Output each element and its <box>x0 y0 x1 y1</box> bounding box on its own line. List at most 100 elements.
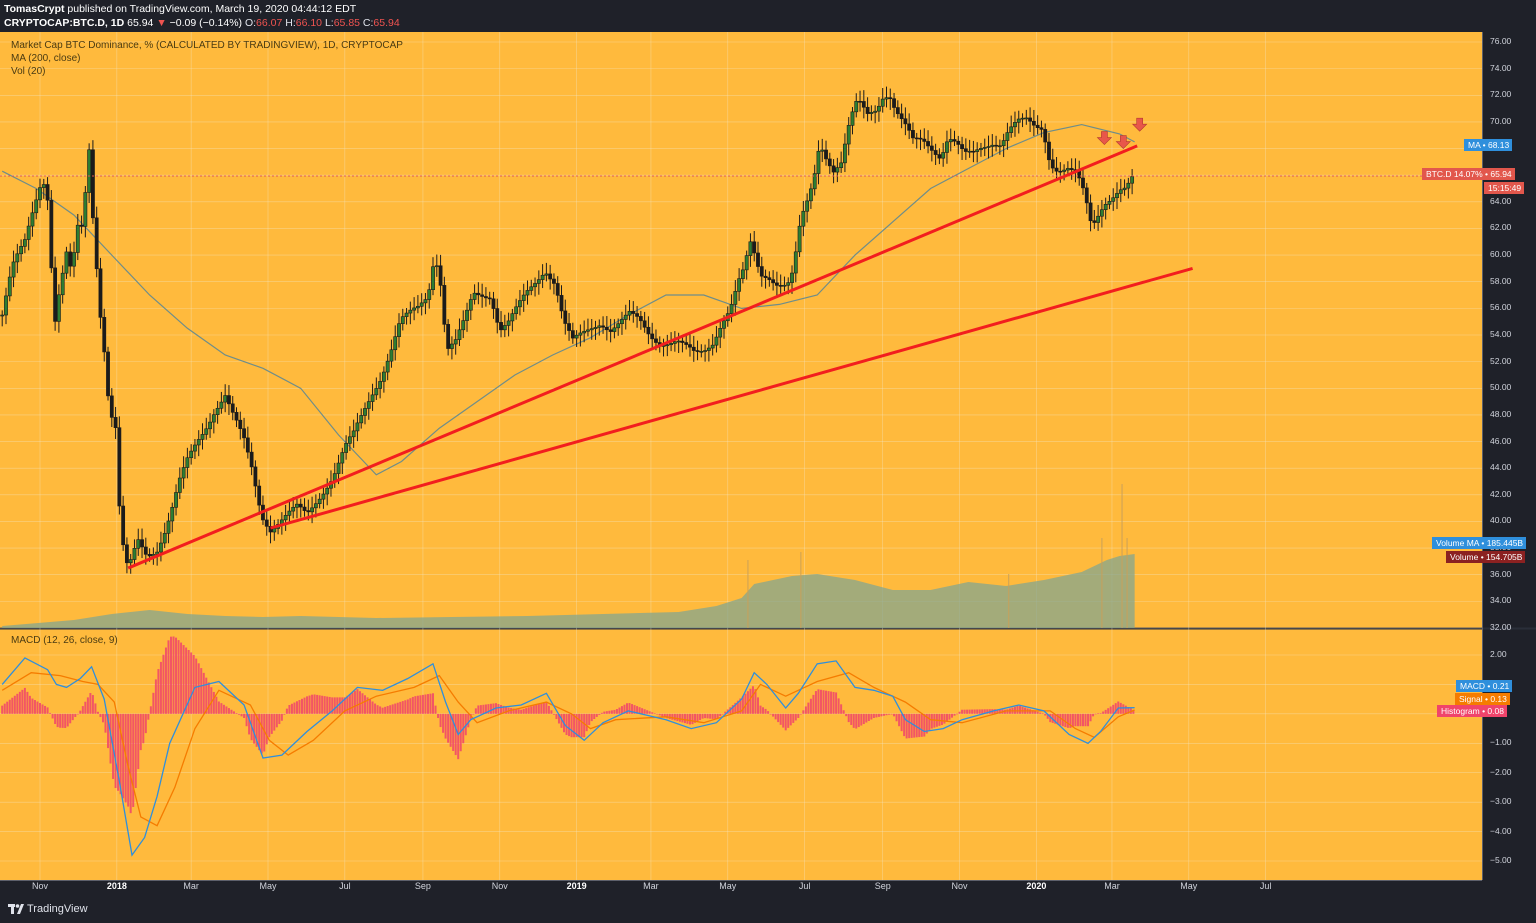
price-candle <box>295 503 299 508</box>
price-candle <box>604 326 609 331</box>
price-candle <box>861 101 866 108</box>
histogram-bar <box>787 713 790 728</box>
histogram-bar <box>1066 713 1069 728</box>
histogram-bar <box>721 713 724 715</box>
histogram-bar <box>56 713 59 728</box>
time-tick-label: Mar <box>183 881 199 891</box>
price-candle <box>109 395 114 418</box>
histogram-bar <box>898 713 901 727</box>
symbol-info: CRYPTOCAP:BTC.D, 1D 65.94 ▼ −0.09 (−0.14… <box>4 17 400 29</box>
histogram-bar <box>205 677 208 714</box>
price-candle <box>91 149 95 219</box>
histogram-bar <box>940 713 943 726</box>
price-candle <box>975 149 980 152</box>
histogram-bar <box>1076 713 1079 727</box>
price-candle <box>321 493 326 500</box>
price-candle <box>521 294 526 301</box>
symbol-label[interactable]: CRYPTOCAP:BTC.D, 1D <box>4 17 125 29</box>
price-candle <box>1115 193 1119 199</box>
price-candle <box>1111 197 1116 202</box>
histogram-bar <box>686 713 689 724</box>
chart-canvas[interactable] <box>0 32 1536 896</box>
price-candle <box>22 239 27 247</box>
histogram-bar <box>482 704 485 714</box>
price-candle <box>533 283 537 288</box>
price-candle <box>608 329 613 332</box>
price-tick-label: 48.00 <box>1490 408 1512 419</box>
histogram-bar <box>293 702 296 714</box>
histogram-bar <box>925 713 928 734</box>
histogram-bar <box>391 704 394 714</box>
histogram-bar <box>437 713 440 718</box>
histogram-bar <box>880 713 883 717</box>
histogram-bar <box>426 694 429 714</box>
histogram-bar <box>993 709 996 714</box>
histogram-bar <box>172 636 175 714</box>
histogram-bar <box>449 713 452 747</box>
brand-name[interactable]: TradingView <box>27 903 88 915</box>
price-candle <box>438 265 443 286</box>
time-tick-label: May <box>719 881 737 891</box>
histogram-bar <box>661 713 664 717</box>
price-candle <box>53 267 58 322</box>
histogram-bar <box>467 713 470 728</box>
price-candle <box>117 427 122 507</box>
histogram-bar <box>568 713 571 737</box>
price-candle <box>215 407 220 415</box>
price-tick-label: 54.00 <box>1490 329 1512 339</box>
price-tick-label: 56.00 <box>1490 302 1512 313</box>
histogram-bar <box>555 713 558 720</box>
price-candle <box>1013 122 1017 128</box>
histogram-bar <box>517 709 520 714</box>
price-candle <box>381 371 386 382</box>
price-candle <box>922 138 927 142</box>
histogram-bar <box>89 693 92 714</box>
price-candle <box>1035 124 1040 128</box>
histogram-bar <box>512 708 515 714</box>
histogram-bar <box>157 669 160 714</box>
price-candle <box>484 296 488 299</box>
price-candle <box>676 340 681 343</box>
histogram-bar <box>961 709 964 714</box>
price-candle <box>41 184 46 188</box>
histogram-bar <box>187 649 190 714</box>
histogram-bar <box>207 682 210 714</box>
price-candle <box>374 388 379 396</box>
histogram-bar <box>885 713 888 716</box>
histogram-bar <box>386 706 389 714</box>
price-tick-label: 50.00 <box>1490 382 1512 393</box>
histogram-bar <box>464 713 467 736</box>
histogram-bar <box>200 668 203 714</box>
histogram-bar <box>986 709 989 714</box>
histogram-bar <box>860 713 863 726</box>
histogram-bar <box>1122 704 1125 714</box>
histogram-bar <box>875 713 878 718</box>
price-candle <box>514 306 519 314</box>
histogram-bar <box>1109 706 1112 714</box>
histogram-bar <box>454 713 457 756</box>
histogram-bar <box>1074 713 1077 727</box>
price-candle <box>159 542 163 553</box>
price-candle <box>234 412 239 421</box>
histogram-bar <box>837 698 840 714</box>
price-candle <box>453 339 458 345</box>
price-candle <box>952 139 957 142</box>
price-candle <box>767 277 772 280</box>
histogram-bar <box>489 703 492 714</box>
author-name[interactable]: TomasCrypt <box>4 3 65 15</box>
price-candle <box>540 274 545 280</box>
histogram-bar <box>217 701 220 714</box>
price-candle <box>480 294 485 297</box>
price-candle <box>1126 182 1131 189</box>
price-candle <box>317 498 322 504</box>
tradingview-logo-icon[interactable] <box>8 903 24 915</box>
price-candle <box>1118 189 1123 194</box>
price-candle <box>457 329 462 340</box>
chart-area[interactable]: Market Cap BTC Dominance, % (CALCULATED … <box>0 32 1536 896</box>
histogram-bar <box>404 700 407 714</box>
price-candle <box>854 100 859 113</box>
price-candle <box>994 144 998 147</box>
price-candle <box>1069 168 1074 170</box>
macd-tick-label: −1.00 <box>1490 737 1512 748</box>
price-tick-label: 34.00 <box>1490 595 1512 606</box>
